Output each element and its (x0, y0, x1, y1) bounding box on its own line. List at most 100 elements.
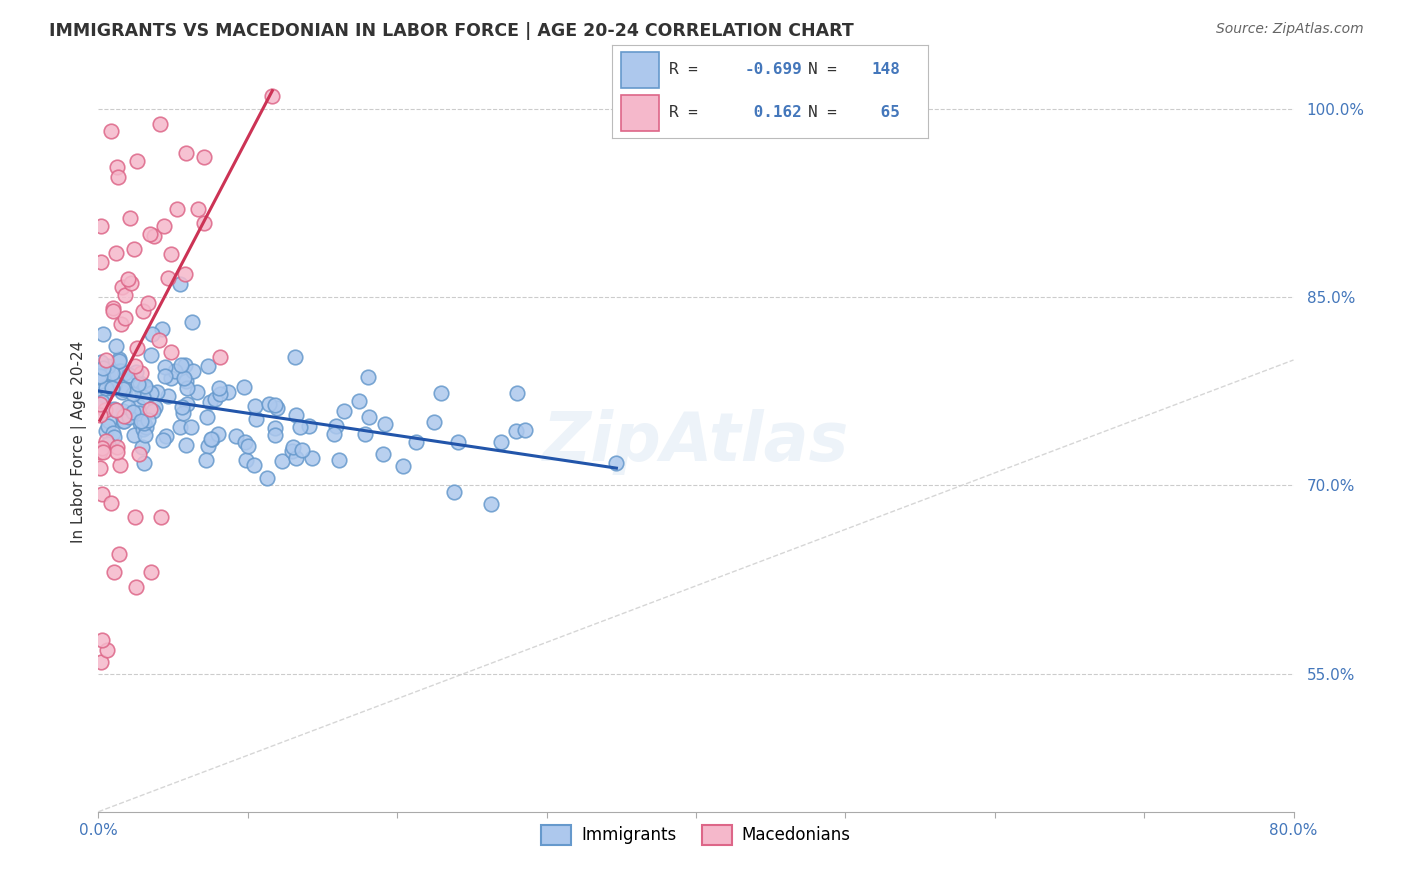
Point (153, 219, 176, 233)
Point (132, 303, 155, 318)
Point (96, 643, 118, 657)
Point (108, 458, 131, 473)
Point (243, 458, 266, 472)
Point (153, 368, 176, 383)
Point (174, 374, 197, 388)
Point (181, 364, 204, 378)
Point (108, 353, 131, 368)
Point (235, 453, 257, 467)
Text: ZipAtlas: ZipAtlas (543, 409, 849, 475)
Point (155, 429, 177, 443)
Point (134, 428, 156, 442)
Point (200, 432, 222, 446)
Point (94, 434, 117, 448)
Point (132, 416, 155, 430)
Point (100, 124, 122, 138)
Point (405, 435, 427, 450)
Point (163, 364, 186, 378)
Point (513, 423, 536, 437)
Point (357, 409, 380, 424)
Text: R =: R = (669, 105, 697, 120)
Point (328, 453, 350, 467)
Point (429, 386, 451, 401)
Point (143, 229, 166, 244)
Point (141, 347, 163, 361)
Point (96, 425, 118, 439)
Point (204, 392, 226, 406)
Point (284, 350, 307, 364)
Point (150, 322, 173, 336)
Point (169, 277, 191, 291)
Point (139, 227, 162, 241)
Text: 0.162: 0.162 (745, 105, 803, 120)
Point (392, 458, 415, 473)
Point (117, 400, 139, 414)
Point (479, 498, 502, 512)
Point (298, 419, 321, 434)
Point (323, 427, 346, 442)
Point (443, 485, 465, 500)
Point (301, 451, 323, 466)
Point (141, 326, 163, 341)
Point (125, 341, 148, 355)
Point (193, 216, 215, 230)
Point (94, 352, 117, 367)
Point (97, 419, 120, 434)
Point (141, 386, 163, 401)
Point (124, 510, 146, 524)
Point (266, 401, 288, 416)
Point (91, 445, 114, 459)
Point (131, 366, 153, 380)
Point (110, 317, 132, 331)
Text: N =: N = (808, 105, 837, 120)
Legend: Immigrants, Macedonians: Immigrants, Macedonians (534, 818, 858, 852)
Point (186, 384, 208, 399)
Point (207, 426, 229, 441)
Point (290, 420, 312, 434)
Point (127, 377, 149, 392)
Point (103, 401, 125, 416)
Point (90, 219, 112, 234)
Point (263, 398, 285, 412)
Point (354, 427, 377, 442)
Point (91, 326, 114, 341)
Point (89, 409, 111, 423)
Point (374, 417, 396, 432)
Point (132, 422, 155, 436)
Point (118, 368, 141, 382)
Point (143, 400, 166, 414)
Point (176, 146, 198, 161)
Point (447, 434, 470, 449)
Point (103, 430, 125, 444)
Point (90, 656, 112, 670)
Point (128, 376, 150, 391)
Point (91, 486, 114, 500)
Point (245, 411, 267, 425)
Point (180, 420, 202, 434)
Point (101, 381, 124, 395)
Point (136, 413, 159, 427)
Point (91, 395, 114, 409)
Point (114, 311, 136, 326)
Point (236, 439, 259, 453)
Point (107, 160, 129, 174)
Point (94, 403, 117, 417)
Point (122, 405, 145, 419)
Point (124, 359, 146, 373)
Point (103, 377, 125, 392)
Point (148, 334, 170, 348)
Point (93, 379, 115, 393)
Point (174, 267, 197, 281)
Point (153, 359, 176, 374)
Point (117, 271, 139, 285)
Point (347, 393, 370, 408)
Point (194, 452, 217, 467)
Point (208, 381, 231, 395)
Point (110, 363, 132, 377)
Point (172, 406, 194, 420)
Point (105, 339, 128, 353)
Point (233, 435, 256, 450)
Point (128, 416, 150, 430)
Point (89, 368, 111, 383)
Point (135, 420, 157, 434)
